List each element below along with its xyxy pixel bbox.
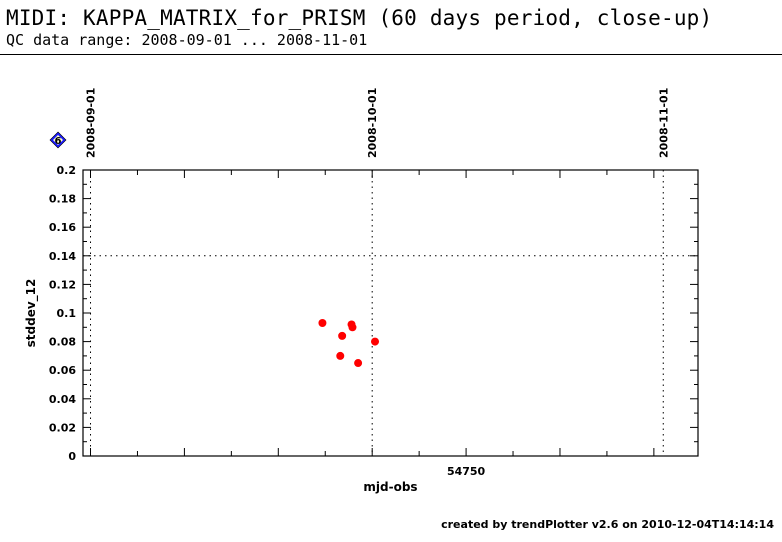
y-tick-label: 0.2 [57,164,77,177]
title-divider [0,54,782,55]
data-point [348,323,357,332]
plot-frame [82,169,699,457]
y-tick-label: 0.14 [49,250,76,263]
data-point [336,351,345,360]
y-axis-label: stddev_12 [24,279,39,348]
y-tick-label: 0.18 [49,193,76,206]
data-point [371,337,380,346]
badge-label: 6 [55,136,62,147]
page-title: MIDI: KAPPA_MATRIX_for_PRISM (60 days pe… [6,6,713,30]
y-tick-label: 0.12 [49,278,76,291]
footer-credit: created by trendPlotter v2.6 on 2010-12-… [441,518,774,531]
x-tick-label: 54750 [447,465,486,478]
diamond-icon-inner [53,135,63,145]
data-point [354,359,363,368]
page-subtitle: QC data range: 2008-09-01 ... 2008-11-01 [6,31,368,49]
date-marker-label: 2008-09-01 [85,88,98,158]
y-tick-label: 0.04 [49,393,76,406]
y-tick-label: 0 [68,450,76,463]
y-tick-label: 0.16 [49,221,76,234]
y-tick-label: 0.1 [57,307,77,320]
y-tick-label: 0.02 [49,421,76,434]
data-point [338,331,347,340]
date-marker-label: 2008-10-01 [366,88,379,158]
date-marker-label: 2008-11-01 [657,88,670,158]
data-point [318,319,327,328]
y-tick-label: 0.08 [49,336,76,349]
title-block: MIDI: KAPPA_MATRIX_for_PRISM (60 days pe… [6,6,776,49]
y-tick-label: 0.06 [49,364,76,377]
x-axis-label: mjd-obs [363,480,417,494]
